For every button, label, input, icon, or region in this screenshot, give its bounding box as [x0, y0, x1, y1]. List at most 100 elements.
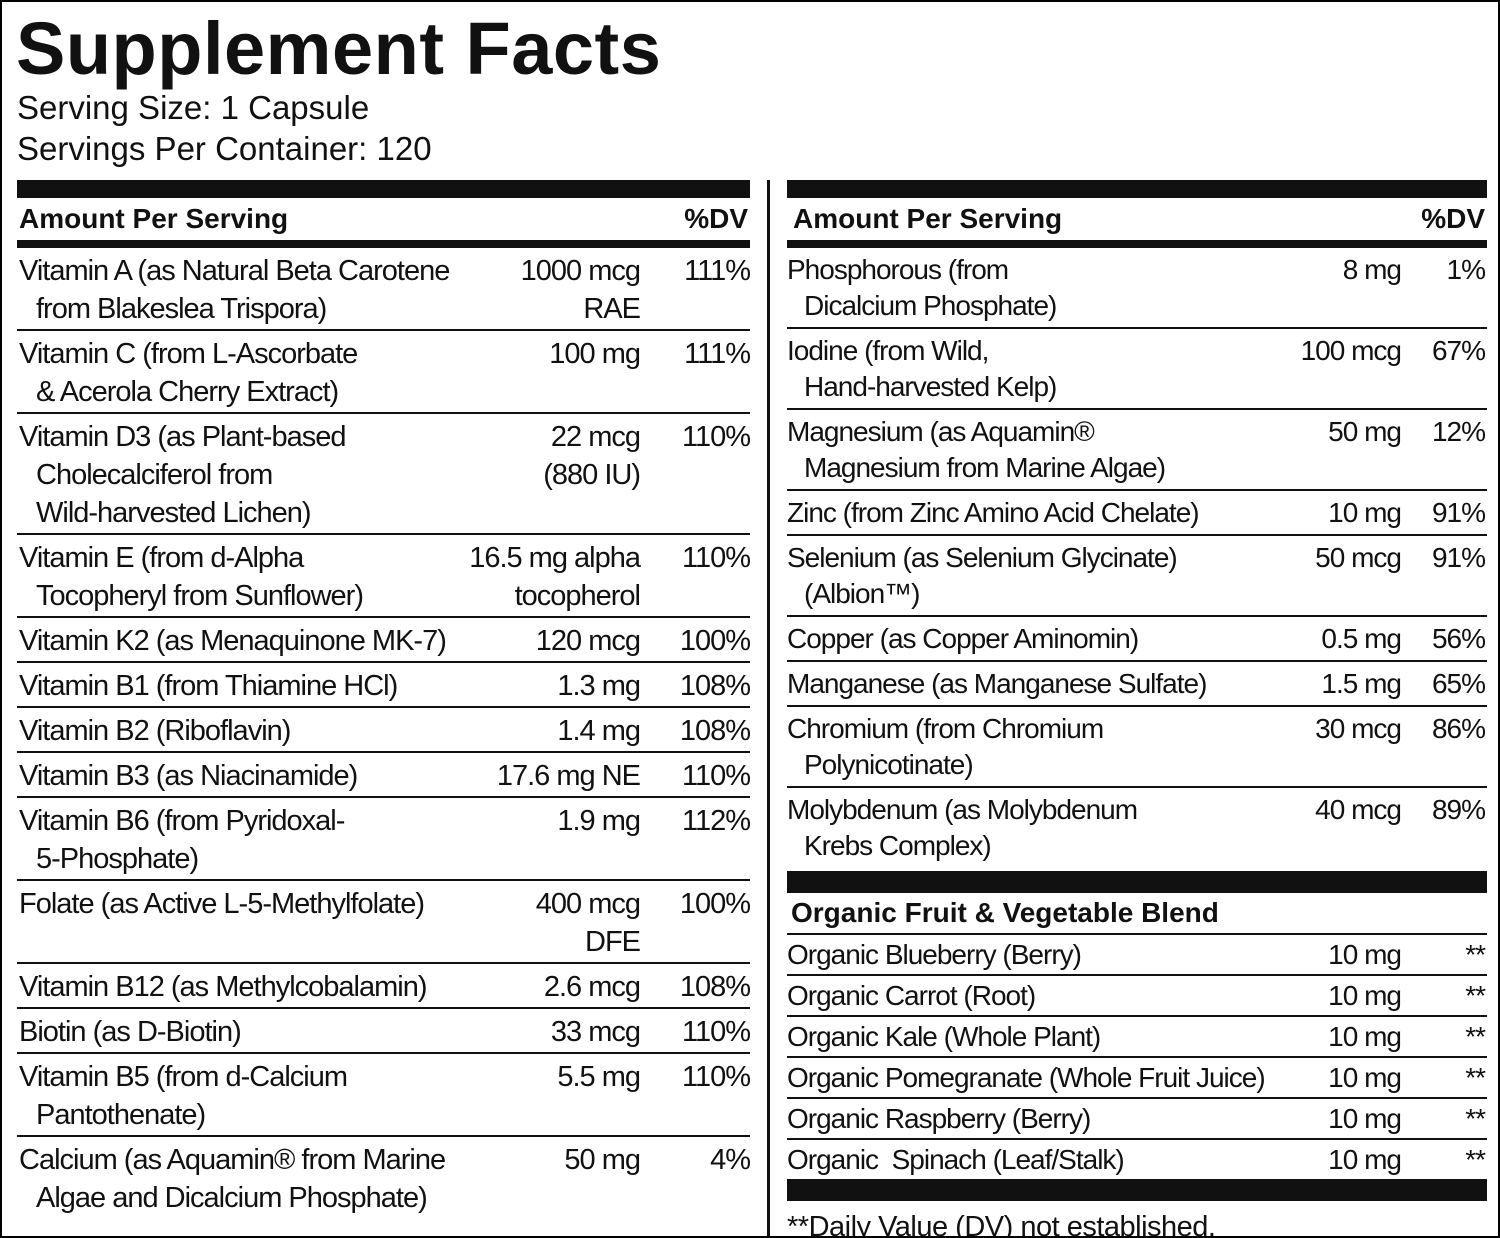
nutrient-name-line: Pantothenate) — [36, 1099, 206, 1131]
nutrient-amount: 10 mg — [1283, 1100, 1402, 1138]
nutrient-dv: 89% — [1401, 792, 1486, 864]
nutrient-dv-line: 110% — [681, 1016, 751, 1048]
nutrient-name-line: Manganese (as Manganese Sulfate) — [787, 668, 1207, 699]
nutrient-row: Organic Spinach (Leaf/Stalk) 10 mg ** — [787, 1140, 1487, 1179]
nutrient-amount-line: 10 mg — [1328, 1103, 1402, 1134]
nutrient-name: Vitamin B3 (as Niacinamide) — [19, 757, 482, 795]
blend-rows: Organic Blueberry (Berry) 10 mg ** Organic … — [787, 935, 1487, 1179]
nutrient-name-line: Molybdenum (as Molybdenum — [787, 794, 1138, 825]
nutrient-amount-line: RAE — [583, 293, 641, 325]
thick-bar — [787, 871, 1487, 893]
column-header: %DV — [1421, 203, 1485, 234]
nutrient-amount: 40 mcg — [1283, 792, 1402, 864]
nutrient-amount: 10 mg — [1283, 977, 1402, 1015]
nutrient-name-line: Chromium (from Chromium — [787, 713, 1104, 744]
nutrient-row: Vitamin B5 (from d-Calcium Pantothenate) 5… — [17, 1054, 751, 1137]
nutrient-amount: 1.4 mg — [482, 712, 641, 750]
nutrient-dv: ** — [1401, 1141, 1486, 1179]
nutrient-amount: 10 mg — [1283, 1059, 1402, 1097]
nutrient-amount: 1.5 mg — [1283, 666, 1402, 702]
nutrient-name: Calcium (as Aquamin® from Marine Algae an… — [19, 1141, 482, 1217]
nutrient-dv: 110% — [640, 1058, 751, 1134]
nutrient-amount-line: 10 mg — [1328, 1021, 1402, 1052]
nutrient-amount-line: 16.5 mg alpha — [469, 542, 641, 574]
nutrient-amount-line: 5.5 mg — [557, 1061, 641, 1093]
nutrient-dv: 91% — [1401, 495, 1486, 531]
nutrient-dv: 100% — [640, 885, 751, 961]
nutrient-dv: ** — [1401, 1018, 1486, 1056]
nutrient-name-line: Organic Kale (Whole Plant) — [787, 1021, 1101, 1052]
nutrient-dv: 110% — [640, 539, 751, 615]
nutrient-name-line: Hand-harvested Kelp) — [804, 371, 1057, 402]
nutrient-amount-line: 30 mcg — [1315, 713, 1402, 744]
nutrient-dv-line: 4% — [710, 1144, 751, 1176]
nutrient-row: Vitamin K2 (as Menaquinone MK-7) 120 mcg 1… — [17, 618, 751, 663]
nutrient-dv-line: 110% — [681, 760, 751, 792]
nutrient-name-line: Algae and Dicalcium Phosphate) — [36, 1182, 428, 1214]
column-header: Amount Per Serving — [19, 203, 289, 234]
nutrient-dv: 110% — [640, 757, 751, 795]
nutrient-amount-line: 50 mg — [1328, 416, 1402, 447]
nutrient-row: Magnesium (as Aquamin® Magnesium from Mar… — [787, 410, 1487, 491]
nutrient-name: Magnesium (as Aquamin® Magnesium from Mar… — [787, 414, 1283, 486]
nutrient-dv: 108% — [640, 712, 751, 750]
nutrient-dv-line: ** — [1465, 980, 1486, 1011]
nutrient-name: Vitamin D3 (as Plant-based Cholecalcifero… — [19, 418, 482, 532]
nutrient-name-line: Vitamin B5 (from d-Calcium — [19, 1061, 348, 1093]
table-rows: Vitamin A (as Natural Beta Carotene from … — [17, 248, 751, 1218]
nutrient-amount-line: 8 mg — [1342, 254, 1402, 285]
servings-per-container: Servings Per Container: 120 — [17, 130, 432, 167]
nutrient-amount-line: 33 mcg — [550, 1016, 641, 1048]
nutrient-dv: 65% — [1401, 666, 1486, 702]
nutrient-row: Selenium (as Selenium Glycinate) (Albion™… — [787, 536, 1487, 617]
nutrient-dv: ** — [1401, 1059, 1486, 1097]
nutrient-name: Vitamin B5 (from d-Calcium Pantothenate) — [19, 1058, 482, 1134]
nutrient-name-line: Folate (as Active L-5-Methylfolate) — [19, 888, 425, 920]
nutrient-dv-line: 91% — [1431, 542, 1486, 573]
nutrient-name: Organic Carrot (Root) — [787, 977, 1283, 1015]
column-header: %DV — [684, 203, 748, 234]
nutrient-amount: 33 mcg — [482, 1013, 641, 1051]
nutrient-dv-line: ** — [1465, 1062, 1486, 1093]
footnote: **Daily Value (DV) not established. — [787, 1211, 1216, 1238]
nutrient-dv: 108% — [640, 968, 751, 1006]
nutrient-amount: 120 mcg — [482, 622, 641, 660]
nutrient-name: Vitamin E (from d-Alpha Tocopheryl from S… — [19, 539, 482, 615]
nutrient-name-line: from Blakeslea Trispora) — [36, 293, 327, 325]
nutrient-row: Calcium (as Aquamin® from Marine Algae an… — [17, 1137, 751, 1218]
nutrient-amount: 8 mg — [1283, 252, 1402, 324]
nutrient-name-line: Phosphorous (from — [787, 254, 1009, 285]
nutrient-amount: 400 mcg DFE — [482, 885, 641, 961]
thick-bar — [787, 180, 1487, 198]
nutrient-dv: 1% — [1401, 252, 1486, 324]
nutrient-name: Vitamin B2 (Riboflavin) — [19, 712, 482, 750]
nutrient-amount: 0.5 mg — [1283, 621, 1402, 657]
table-header: Amount Per Serving %DV — [787, 198, 1487, 248]
column-divider — [767, 180, 770, 1236]
nutrient-amount-line: 10 mg — [1328, 497, 1402, 528]
nutrient-row: Iodine (from Wild, Hand-harvested Kelp) 10… — [787, 329, 1487, 410]
nutrient-dv-line: 110% — [681, 542, 751, 574]
nutrient-name-line: 5-Phosphate) — [36, 843, 199, 875]
nutrient-name: Zinc (from Zinc Amino Acid Chelate) — [787, 495, 1283, 531]
nutrient-amount-line: 100 mg — [549, 338, 641, 370]
nutrient-name-line: Iodine (from Wild, — [787, 335, 989, 366]
nutrient-amount-line: 1.4 mg — [557, 715, 641, 747]
nutrient-amount: 10 mg — [1283, 1141, 1402, 1179]
nutrient-name-line: Zinc (from Zinc Amino Acid Chelate) — [787, 497, 1200, 528]
nutrient-name: Organic Pomegranate (Whole Fruit Juice) — [787, 1059, 1283, 1097]
nutrient-name-line: Selenium (as Selenium Glycinate) — [787, 542, 1178, 573]
nutrient-row: Manganese (as Manganese Sulfate) 1.5 mg 65… — [787, 662, 1487, 707]
nutrient-amount-line: 1.5 mg — [1321, 668, 1402, 699]
thick-bar — [17, 180, 750, 198]
nutrient-amount-line: 1000 mcg — [520, 255, 641, 287]
nutrient-dv: 91% — [1401, 540, 1486, 612]
nutrient-amount: 10 mg — [1283, 936, 1402, 974]
nutrient-name-line: Vitamin B3 (as Niacinamide) — [19, 760, 358, 792]
nutrient-amount: 30 mcg — [1283, 711, 1402, 783]
nutrient-amount: 50 mg — [482, 1141, 641, 1217]
nutrient-row: Copper (as Copper Aminomin) 0.5 mg 56% — [787, 617, 1487, 662]
nutrient-amount: 17.6 mg NE — [482, 757, 641, 795]
nutrient-dv-line: 110% — [681, 421, 751, 453]
